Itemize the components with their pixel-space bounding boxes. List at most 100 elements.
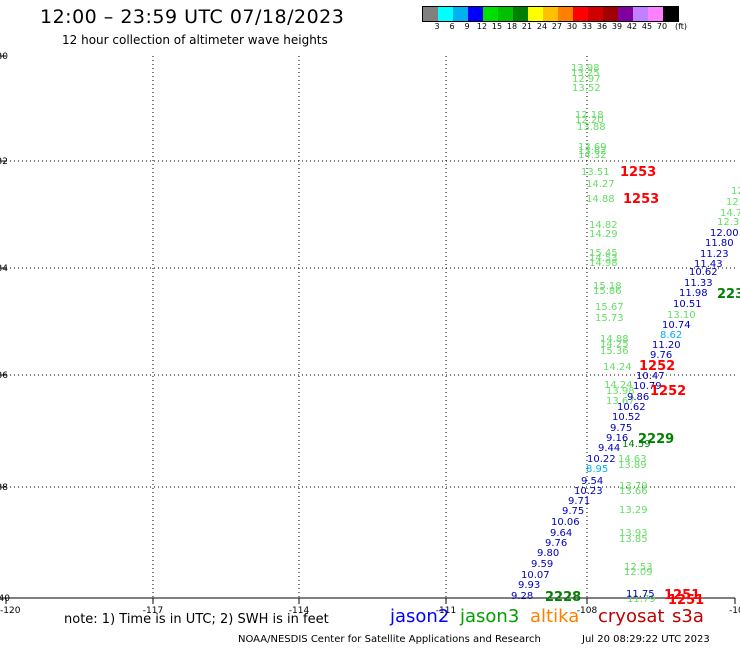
color-scale-label: 30 — [566, 22, 578, 31]
wave-height-value: 14.88 — [586, 194, 615, 205]
color-scale-labels: 3 6 9 12 15 18 21 24 27 30 33 36 39 42 45 70 (ft) — [422, 22, 740, 32]
wave-height-value: 11.79 — [627, 594, 656, 605]
wave-height-value: 15.73 — [595, 313, 624, 324]
longitude-label: -120 — [0, 606, 21, 616]
wave-height-value: 11.75 — [626, 589, 655, 600]
color-scale-label: 21 — [521, 22, 533, 31]
wave-height-value: 10.06 — [551, 517, 580, 528]
color-scale-label: (ft) — [674, 22, 688, 31]
wave-height-value: 14.7 — [720, 208, 740, 219]
wave-height-value: 9.71 — [568, 496, 591, 507]
wave-height-value: 13.62 — [578, 146, 607, 157]
footer-timestamp: Jul 20 08:29:22 UTC 2023 — [582, 634, 710, 645]
satellite-legend-altika: altika — [530, 606, 580, 627]
color-scale-label: 27 — [551, 22, 563, 31]
wave-height-value: 9.75 — [610, 423, 633, 434]
wave-height-value: 14.98 — [589, 258, 618, 269]
color-scale-label: 24 — [536, 22, 548, 31]
wave-height-value: 14.88 — [600, 334, 629, 345]
satellite-legend-jason3: jason3 — [460, 606, 520, 627]
wave-height-value: 14.29 — [589, 229, 618, 240]
latitude-label: -40 — [0, 594, 10, 604]
wave-height-value: 10.52 — [612, 412, 641, 423]
wave-height-value: 12. — [731, 186, 740, 197]
color-scale-label: 36 — [596, 22, 608, 31]
wave-height-value: 9.59 — [531, 559, 554, 570]
wave-height-value: 15.36 — [600, 346, 629, 357]
satellite-legend-s3a: s3a — [672, 606, 704, 627]
color-scale-label: 15 — [491, 22, 503, 31]
longitude-label: -108 — [577, 606, 598, 616]
latitude-label: -32 — [0, 157, 8, 167]
wave-height-value: 13.79 — [619, 481, 648, 492]
color-swatch — [633, 7, 648, 21]
color-scale-label: 33 — [581, 22, 593, 31]
satellite-legend-jason2: jason2 — [390, 606, 450, 627]
wave-height-value: 14.32 — [578, 150, 607, 161]
wave-height-value: 12.97 — [572, 74, 601, 85]
latitude-label: -34 — [0, 264, 8, 274]
color-swatch — [618, 7, 633, 21]
wave-height-value: 8.62 — [660, 330, 683, 341]
wave-height-value: 10.23 — [574, 486, 603, 497]
color-swatch — [423, 7, 438, 21]
note-text: note: 1) Time is in UTC; 2) SWH is in fe… — [64, 612, 329, 627]
storm-id-label: 1251 — [668, 593, 705, 608]
wave-height-value: 10.74 — [662, 320, 691, 331]
footer-credit: NOAA/NESDIS Center for Satellite Applica… — [238, 634, 541, 645]
satellite-legend-cryosat: cryosat — [598, 606, 665, 627]
wave-height-value: 13.29 — [619, 505, 648, 516]
wave-height-value: 11.23 — [700, 249, 729, 260]
wave-height-value: 12.18 — [575, 110, 604, 121]
wave-height-value: 11.33 — [684, 278, 713, 289]
wave-height-value: 13.89 — [618, 460, 647, 471]
color-swatch — [468, 7, 483, 21]
wave-height-value: 9.64 — [550, 528, 573, 539]
wave-height-value: 13.52 — [572, 83, 601, 94]
wave-height-value: 11.43 — [694, 259, 723, 270]
wave-height-value: 12.3 — [717, 217, 740, 228]
wave-height-value: 13.93 — [619, 528, 648, 539]
wave-height-value: 14.53 — [589, 253, 618, 264]
wave-height-value: 12.20 — [575, 115, 604, 126]
wave-height-value: 9.93 — [518, 580, 541, 591]
wave-height-value: 10.62 — [689, 267, 718, 278]
wave-height-value: 14.24 — [604, 380, 633, 391]
page-title: 12:00 – 23:59 UTC 07/18/2023 — [40, 6, 345, 28]
wave-height-value: 12. — [726, 197, 740, 208]
storm-id-label: 2229 — [638, 432, 675, 447]
wave-height-value: 15.45 — [589, 248, 618, 259]
color-swatch — [648, 7, 663, 21]
lat-lon-grid — [0, 55, 736, 604]
color-scale-label: 6 — [449, 22, 455, 31]
color-swatch — [603, 7, 618, 21]
wave-height-value: 14.59 — [622, 439, 651, 450]
wave-height-value: 11.80 — [705, 238, 734, 249]
color-scale-label: 9 — [464, 22, 470, 31]
storm-id-label: 1252 — [650, 384, 687, 399]
longitude-label: -117 — [143, 606, 163, 616]
color-swatch — [498, 7, 513, 21]
wave-height-value: 10.51 — [673, 299, 702, 310]
wave-height-value: 10.79 — [633, 381, 662, 392]
storm-id-label: 1253 — [620, 165, 657, 180]
color-swatch — [453, 7, 468, 21]
color-swatch — [558, 7, 573, 21]
color-scale-label: 3 — [434, 22, 440, 31]
color-swatch — [528, 7, 543, 21]
longitude-label: -105 — [729, 606, 740, 616]
color-swatch — [483, 7, 498, 21]
wave-height-value: 14.24 — [603, 362, 632, 373]
wave-height-value: 13.85 — [619, 534, 648, 545]
color-scale-bar — [422, 6, 679, 22]
wave-height-value: 14.63 — [618, 454, 647, 465]
color-swatch — [543, 7, 558, 21]
wave-height-value: 11.98 — [679, 288, 708, 299]
latitude-label: -30 — [0, 52, 8, 62]
axis-labels: -30 -32 -34 -36 -38 -40 -120 -117 -114 -111 -108 -1… — [0, 52, 740, 616]
wave-height-value: 15.86 — [593, 286, 622, 297]
page-subtitle: 12 hour collection of altimeter wave hei… — [62, 33, 328, 47]
wave-height-value: 15.18 — [593, 281, 622, 292]
wave-height-value: 13.10 — [667, 310, 696, 321]
